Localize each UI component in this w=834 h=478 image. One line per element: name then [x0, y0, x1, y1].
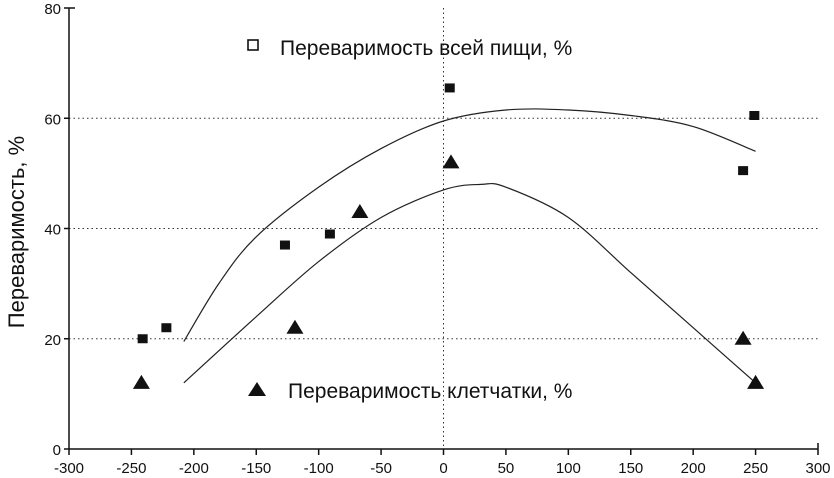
y-tick-label: 60	[44, 111, 61, 128]
data-point-triangle	[351, 203, 369, 218]
x-tick-label: -200	[179, 460, 209, 477]
data-point-triangle	[442, 154, 460, 169]
legend-label-fiber: Переваримость клетчатки, %	[288, 380, 572, 403]
y-tick-label: 80	[44, 1, 61, 18]
x-tick-label: 50	[498, 460, 515, 477]
x-tick-label: 250	[743, 460, 768, 477]
data-point-square	[749, 110, 760, 120]
point-layer	[132, 83, 765, 389]
y-tick-label: 40	[44, 222, 61, 239]
x-tick-label: 300	[805, 460, 830, 477]
x-tick-label: -250	[116, 460, 146, 477]
axes-layer	[64, 7, 819, 455]
legend-entry-food: Переваримость всей пищи, %	[247, 37, 572, 60]
trend-curve-fiber	[183, 182, 756, 384]
x-tick-label: 100	[556, 460, 581, 477]
data-point-square	[444, 83, 455, 93]
x-tick-label: -50	[370, 460, 392, 477]
data-point-square	[161, 323, 172, 333]
data-point-triangle	[286, 319, 304, 334]
x-tick-label: 0	[439, 460, 447, 477]
x-tick-label: -100	[304, 460, 334, 477]
legend-square-marker	[247, 39, 259, 51]
x-tick-label: -150	[241, 460, 271, 477]
tick-layer: -300 -250 -200 -150 -100 -50 0 50 100 150 200 250 30…	[44, 1, 830, 477]
data-point-square	[137, 334, 148, 344]
curve-layer	[183, 108, 756, 384]
trend-curve-food	[183, 108, 756, 342]
x-tick-label: 200	[681, 460, 706, 477]
legend-triangle-marker	[248, 382, 266, 396]
legend-label-food: Переваримость всей пищи, %	[280, 37, 572, 60]
y-tick-label: 0	[53, 442, 61, 459]
legend-entry-fiber: Переваримость клетчатки, %	[248, 380, 572, 403]
data-point-triangle	[734, 330, 752, 345]
data-point-triangle	[747, 374, 765, 389]
y-tick-label: 20	[44, 332, 61, 349]
x-tick-label: -300	[54, 460, 84, 477]
x-tick-label: 150	[618, 460, 643, 477]
data-point-square	[738, 166, 749, 176]
data-point-square	[279, 240, 290, 250]
data-point-triangle	[132, 374, 150, 389]
data-point-square	[324, 229, 335, 239]
grid-layer	[69, 8, 818, 449]
y-axis-label: Переваримость, %	[4, 136, 29, 328]
